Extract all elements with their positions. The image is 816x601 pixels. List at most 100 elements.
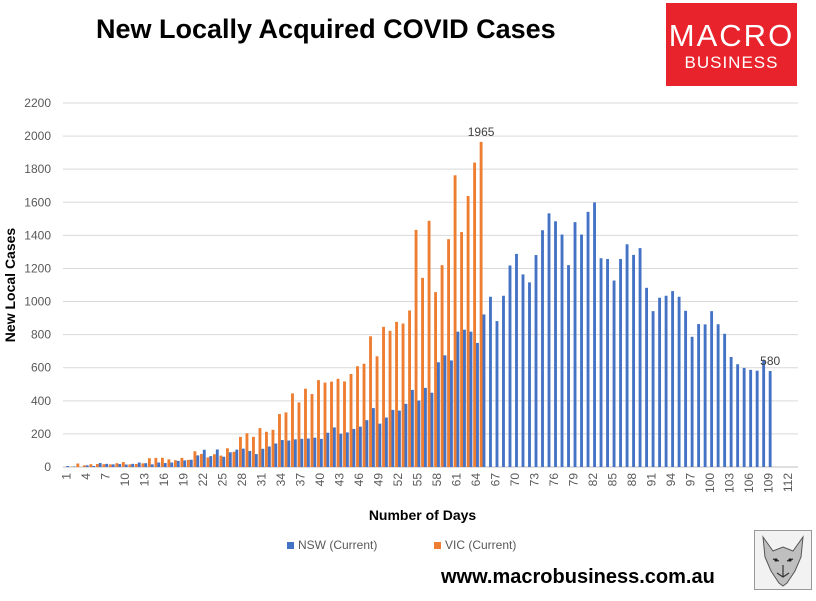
y-tick-label-1600: 1600: [24, 195, 51, 209]
vic-bar-day-15: [154, 457, 158, 467]
vic-bar-day-54: [408, 310, 411, 467]
nsw-bar-day-89: [638, 248, 642, 467]
nsw-bar-day-41: [326, 432, 330, 467]
vic-bar-day-21: [193, 451, 197, 467]
x-tick-label-58: 58: [430, 473, 444, 487]
x-tick-label-52: 52: [391, 473, 405, 487]
nsw-bar-day-91: [651, 311, 655, 467]
nsw-bar-day-62: [463, 329, 466, 467]
x-tick-label-31: 31: [254, 473, 268, 487]
vic-bar-day-44: [343, 381, 346, 467]
nsw-bar-day-73: [534, 255, 538, 467]
nsw-bar-day-80: [580, 234, 583, 467]
nsw-bar-day-76: [554, 221, 557, 467]
vic-bar-day-39: [310, 394, 314, 467]
nsw-bar-day-12: [137, 462, 141, 467]
nsw-bar-day-61: [456, 331, 460, 467]
nsw-bar-day-52: [397, 410, 401, 467]
nsw-bar-day-55: [417, 400, 421, 467]
x-tick-label-85: 85: [606, 473, 620, 487]
legend-label-vic: VIC (Current): [445, 538, 517, 552]
nsw-bar-day-45: [352, 428, 356, 467]
x-tick-label-25: 25: [215, 473, 229, 487]
vic-bar-day-61: [453, 175, 457, 467]
vic-bar-day-26: [226, 448, 229, 467]
x-tick-label-22: 22: [196, 473, 210, 487]
nsw-bar-day-39: [313, 437, 317, 467]
nsw-bar-day-83: [599, 258, 603, 467]
nsw-bar-day-84: [606, 259, 609, 467]
nsw-bar-day-27: [235, 449, 239, 467]
x-tick-label-4: 4: [79, 473, 93, 480]
nsw-bar-day-100: [710, 311, 714, 467]
nsw-bar-day-94: [671, 291, 675, 467]
vic-bar-day-47: [362, 363, 366, 467]
vic-bar-day-27: [232, 451, 236, 467]
x-tick-label-13: 13: [137, 473, 151, 487]
nsw-bar-day-53: [404, 403, 408, 467]
nsw-bar-day-66: [489, 296, 492, 467]
nsw-bar-day-71: [521, 274, 525, 467]
vic-bar-day-37: [297, 402, 301, 467]
nsw-bar-day-32: [267, 446, 271, 467]
nsw-bar-day-81: [586, 211, 590, 467]
nsw-bar-day-93: [664, 295, 668, 467]
nsw-bar-day-78: [567, 265, 570, 467]
vic-bar-day-32: [265, 431, 268, 467]
nsw-bar-day-7: [105, 463, 109, 467]
vic-bar-day-34: [278, 414, 281, 467]
nsw-bar-day-82: [593, 202, 596, 467]
nsw-bar-day-4: [85, 465, 89, 467]
nsw-bar-day-64: [476, 342, 479, 467]
x-tick-label-91: 91: [645, 473, 659, 487]
nsw-bar-day-46: [358, 426, 362, 467]
vic-bar-day-25: [219, 455, 223, 467]
vic-bar-day-41: [323, 382, 327, 467]
nsw-bar-day-28: [241, 448, 245, 467]
vic-bar-day-36: [291, 393, 294, 467]
x-tick-label-112: 112: [781, 473, 795, 492]
nsw-bar-day-29: [248, 450, 252, 467]
vic-bar-day-55: [414, 229, 418, 467]
vic-bar-day-48: [369, 336, 372, 467]
vic-bar-day-11: [128, 464, 132, 467]
data-labels: 1965 580: [468, 125, 781, 368]
x-tick-label-82: 82: [586, 473, 600, 487]
x-tick-label-73: 73: [528, 473, 542, 487]
vic-bar-day-49: [375, 356, 379, 467]
nsw-bars: [66, 202, 772, 467]
nsw-bar-day-42: [332, 427, 336, 467]
nsw-bar-day-101: [716, 324, 720, 467]
nsw-bar-day-97: [690, 336, 694, 467]
vic-bar-day-24: [212, 454, 216, 467]
x-tick-label-34: 34: [274, 473, 288, 487]
vic-bar-day-8: [108, 464, 112, 467]
nsw-bar-day-109: [768, 371, 772, 467]
x-tick-label-79: 79: [567, 473, 581, 487]
x-axis-label: Number of Days: [369, 507, 477, 523]
legend-label-nsw: NSW (Current): [298, 538, 378, 552]
nsw-bar-day-36: [293, 439, 297, 467]
vic-bar-day-40: [317, 380, 320, 467]
vic-bar-day-62: [460, 232, 464, 467]
x-tick-label-49: 49: [371, 473, 385, 487]
y-tick-label-0: 0: [44, 460, 51, 474]
nsw-bar-day-57: [430, 392, 434, 467]
nsw-bar-day-102: [723, 333, 727, 467]
vic-bar-day-57: [427, 220, 431, 467]
y-tick-label-1400: 1400: [24, 228, 51, 242]
vic-bar-day-13: [141, 463, 145, 467]
vic-bar-day-10: [121, 462, 125, 467]
y-tick-label-1000: 1000: [24, 295, 51, 309]
vic-bar-day-5: [89, 464, 93, 467]
x-tick-label-7: 7: [98, 473, 112, 480]
nsw-bar-day-87: [625, 244, 629, 467]
nsw-bar-day-25: [222, 456, 226, 467]
nsw-bar-day-49: [378, 423, 382, 467]
nsw-bar-day-40: [319, 438, 323, 467]
nsw-bar-day-79: [573, 222, 577, 467]
vic-bar-day-63: [466, 195, 470, 467]
x-tick-label-1: 1: [59, 473, 73, 480]
vic-bar-day-7: [102, 464, 106, 467]
nsw-bar-day-51: [391, 409, 395, 467]
